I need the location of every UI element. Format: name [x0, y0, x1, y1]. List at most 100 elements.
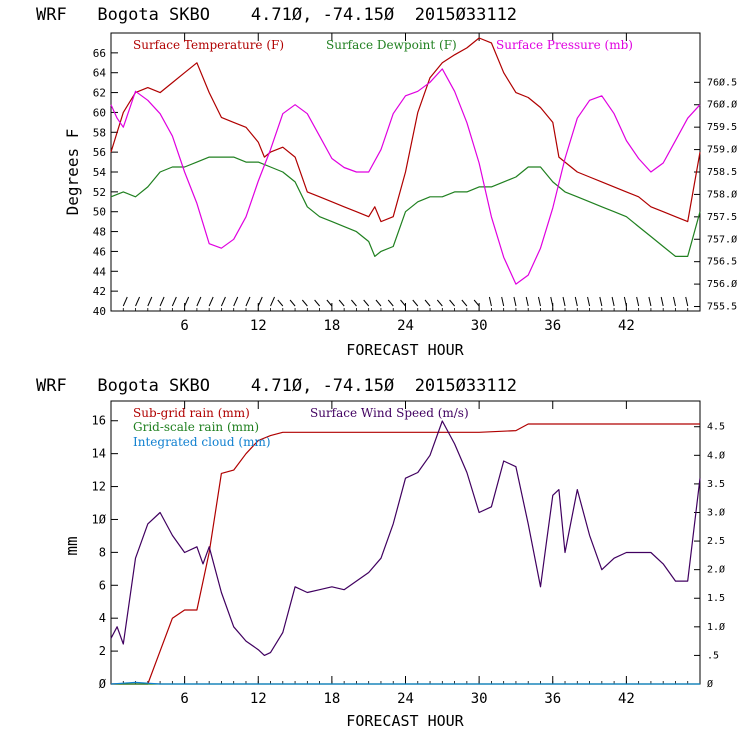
y2-tick-label: 76Ø.Ø [707, 99, 737, 111]
x-tick-label: 24 [397, 691, 414, 707]
wind-barb [436, 299, 443, 307]
wind-barb [159, 296, 165, 307]
y2-tick-label: 1.Ø [707, 621, 725, 633]
x-tick-label: 6 [180, 691, 188, 707]
wind-barb [636, 296, 640, 307]
y2-tick-label: 758.5 [707, 167, 737, 178]
series-sub-grid-rain-mm-line [111, 423, 700, 685]
y-tick-label: 44 [93, 265, 107, 278]
wind-barb [338, 299, 345, 307]
y2-tick-label: 2.Ø [707, 564, 725, 576]
panel1-title: WRF Bogota SKBO 4.71Ø, -74.15Ø 2015Ø3311… [36, 5, 517, 25]
wind-barb [513, 296, 517, 307]
wind-barb [488, 296, 492, 307]
x-tick-label: 30 [471, 691, 488, 707]
y2-tick-label: 3.5 [707, 479, 725, 490]
wind-barb [525, 296, 529, 307]
y-tick-label: 40 [93, 305, 106, 318]
x-tick-label: 36 [544, 691, 561, 707]
x-tick-label: 42 [618, 691, 635, 707]
y2-tick-label: 2.5 [707, 536, 725, 547]
wind-barb [574, 296, 578, 307]
y-tick-label: 2 [99, 644, 106, 658]
y2-tick-label: 755.5 [707, 302, 737, 313]
y-tick-label: 62 [93, 87, 106, 100]
y2-tick-label: 3.Ø [707, 506, 725, 518]
y-tick-label: 8 [99, 545, 106, 559]
panel2-x-axis-label: FORECAST HOUR [346, 712, 464, 730]
wind-barb [289, 299, 296, 307]
y2-tick-label: Ø [707, 678, 713, 690]
x-tick-label: 18 [323, 318, 340, 334]
y2-tick-label: 4.5 [707, 422, 725, 433]
y-tick-label: 56 [93, 146, 106, 159]
wind-barb [277, 299, 284, 307]
panel2-series-lines [110, 420, 701, 685]
panel1-y-axis-label: Degrees F [63, 129, 82, 216]
precipitation-panel: WRF Bogota SKBO 4.71Ø, -74.15Ø 2015Ø3311… [36, 376, 725, 730]
legend-surface-pressure: Surface Pressure (mb) [496, 38, 633, 52]
wind-barb [501, 296, 505, 307]
wind-barb [326, 299, 333, 307]
y-tick-label: 46 [93, 245, 106, 258]
legend-surface-dewpoint: Surface Dewpoint (F) [326, 38, 457, 52]
wind-barb [611, 296, 615, 307]
wind-barb [220, 296, 226, 307]
wind-barb [135, 296, 140, 307]
panel2-y-axis-label: mm [62, 536, 81, 555]
y2-tick-label: 757.Ø [707, 233, 737, 245]
y2-tick-label: 758.Ø [707, 188, 737, 200]
wind-barb [301, 299, 308, 307]
wind-barb [424, 299, 431, 307]
wind-barb [562, 296, 566, 307]
legend-surface-wind-speed: Surface Wind Speed (m/s) [310, 406, 469, 420]
y-tick-label: 48 [93, 226, 106, 239]
y-tick-label: 12 [92, 480, 106, 494]
wind-barb [257, 296, 263, 307]
y-tick-label: 42 [93, 285, 106, 298]
y2-tick-label: 4.Ø [707, 449, 725, 461]
y-tick-label: 16 [92, 414, 106, 428]
legend-surface-temperature: Surface Temperature (F) [133, 38, 284, 52]
y-tick-label: 54 [93, 166, 107, 179]
x-tick-label: 18 [323, 691, 340, 707]
series-surface-dewpoint-f-line [110, 156, 701, 257]
y-tick-label: 64 [93, 67, 107, 80]
wind-barb [184, 296, 190, 307]
temperature-panel: WRF Bogota SKBO 4.71Ø, -74.15Ø 2015Ø3311… [36, 5, 737, 359]
series-integrated-cloud-mm-line [110, 681, 700, 685]
legend-integrated-cloud: Integrated cloud (mm) [133, 435, 271, 449]
x-tick-label: 42 [618, 318, 635, 334]
wind-barb [550, 296, 554, 307]
series-surface-temperature-f-line [110, 37, 701, 223]
y2-tick-label: 757.5 [707, 212, 737, 223]
wind-barb [685, 296, 689, 307]
panel2-axis-ticks: 6 12 18 24 30 36 42Ø24681Ø121416Ø.51.Ø1.52.Ø2.… [92, 401, 725, 707]
wind-barb [660, 296, 664, 307]
wind-barb [208, 296, 214, 307]
y-tick-label: 58 [93, 126, 106, 139]
legend-grid-scale-rain: Grid-scale rain (mm) [133, 420, 259, 434]
wind-barb [537, 296, 541, 307]
y-tick-label: 14 [92, 447, 106, 461]
wind-barb [351, 299, 357, 307]
wind-barb [314, 299, 320, 307]
legend-subgrid-rain: Sub-grid rain (mm) [133, 406, 250, 420]
y2-tick-label: 759.Ø [707, 144, 737, 156]
panel1-series-lines [110, 37, 701, 285]
wind-barb [363, 299, 370, 307]
wind-barb [122, 296, 128, 307]
wind-barb [233, 296, 239, 307]
x-tick-label: 24 [397, 318, 414, 334]
wind-barb [623, 296, 627, 307]
y-tick-label: 52 [93, 186, 106, 199]
y-tick-label: 66 [93, 47, 106, 60]
panel2-title: WRF Bogota SKBO 4.71Ø, -74.15Ø 2015Ø3311… [36, 376, 517, 396]
x-tick-label: 36 [544, 318, 561, 334]
y2-tick-label: 759.5 [707, 122, 737, 133]
wind-barb [473, 299, 480, 307]
y2-tick-label: 756.Ø [707, 278, 737, 290]
x-tick-label: 12 [250, 318, 267, 334]
wind-barb [672, 296, 676, 307]
